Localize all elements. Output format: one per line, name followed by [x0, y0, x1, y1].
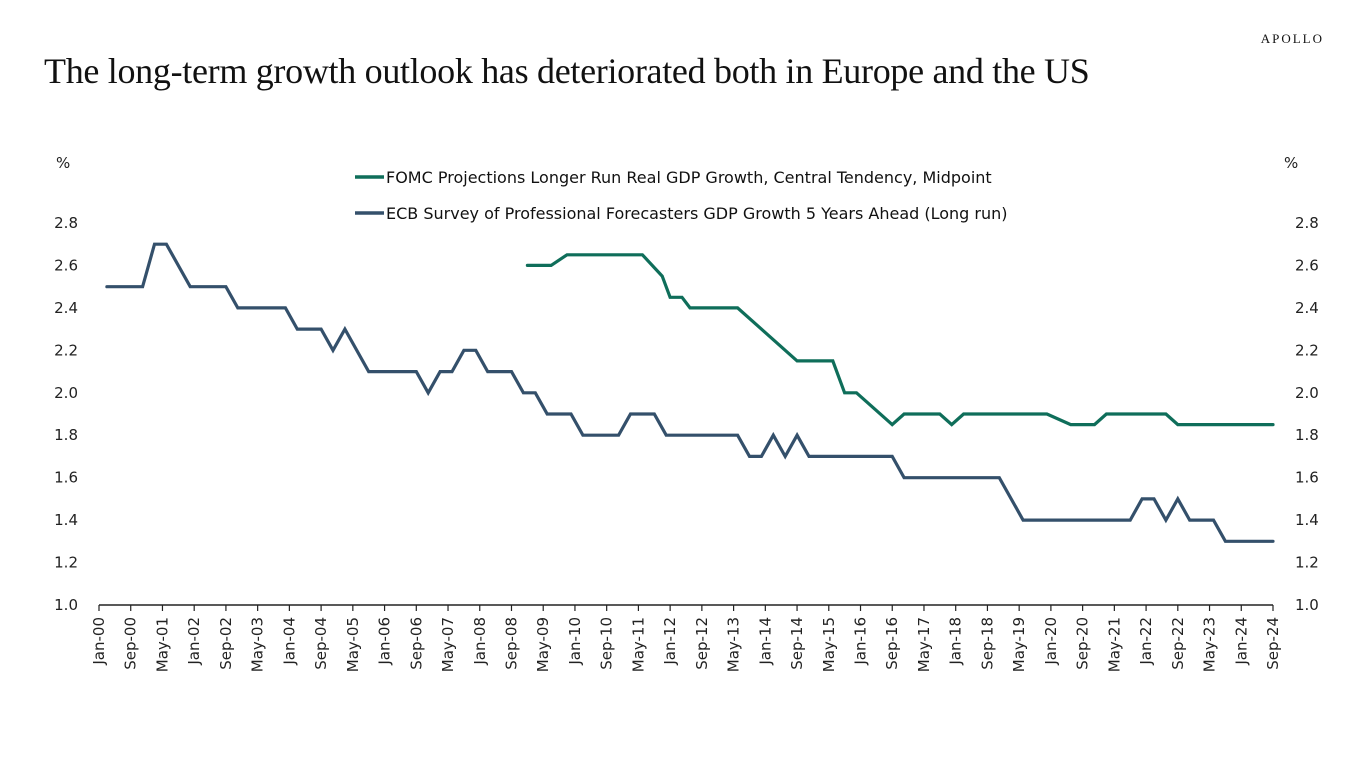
- y-tick-label-left: 1.6: [54, 469, 78, 487]
- y-axis-right: 1.0 1.2 1.4 1.6 1.8 2.0 2.2 2.4 2.6 2.8: [1295, 214, 1319, 614]
- x-tick-label: Sep-14: [788, 617, 806, 670]
- y-tick-label-left: 1.0: [54, 596, 78, 614]
- x-tick-label: Sep-18: [978, 617, 996, 670]
- x-tick-label: Sep-12: [693, 617, 711, 670]
- x-tick-label: Jan-06: [376, 617, 394, 666]
- x-tick-label: Jan-04: [280, 617, 298, 666]
- x-tick-label: Jan-18: [947, 617, 965, 666]
- x-tick-label: Jan-00: [90, 617, 108, 666]
- x-tick-label: Sep-24: [1264, 617, 1282, 670]
- y-tick-label-left: 2.6: [54, 256, 78, 274]
- y-tick-label-left: 1.4: [54, 511, 78, 529]
- x-tick-label: May-23: [1201, 617, 1219, 672]
- x-tick-label: May-07: [439, 617, 457, 672]
- x-tick-label: May-15: [820, 617, 838, 672]
- y-tick-label-left: 2.0: [54, 384, 78, 402]
- legend: FOMC Projections Longer Run Real GDP Gro…: [355, 168, 1008, 223]
- series-group: [105, 242, 1275, 543]
- x-tick-label: Sep-06: [407, 617, 425, 670]
- y-tick-label-right: 2.8: [1295, 214, 1319, 232]
- x-tick-label: May-11: [629, 617, 647, 672]
- x-tick-label: Sep-02: [217, 617, 235, 670]
- x-tick-label: Sep-22: [1169, 617, 1187, 670]
- x-tick-label: Jan-16: [852, 617, 870, 666]
- x-tick-label: Sep-20: [1074, 617, 1092, 670]
- series-line-ecb: [105, 242, 1275, 543]
- chart-title: The long-term growth outlook has deterio…: [44, 51, 1090, 91]
- x-tick-label: May-01: [153, 617, 171, 672]
- x-tick-label: Jan-24: [1232, 617, 1250, 666]
- x-tick-label: May-03: [249, 617, 267, 672]
- y-tick-label-left: 1.2: [54, 554, 78, 572]
- x-tick-label: Sep-00: [122, 617, 140, 670]
- x-tick-label: May-09: [534, 617, 552, 672]
- x-tick-label: Jan-12: [661, 617, 679, 666]
- x-tick-label: Jan-02: [185, 617, 203, 666]
- x-tick-label: Jan-20: [1042, 617, 1060, 666]
- x-axis: Jan-00 Sep-00 May-01 Jan-02 Sep-02 May-03 Jan-…: [90, 604, 1282, 672]
- y-tick-label-right: 1.8: [1295, 426, 1319, 444]
- y-tick-label-right: 1.2: [1295, 554, 1319, 572]
- y-tick-label-left: 2.8: [54, 214, 78, 232]
- y-tick-label-right: 1.0: [1295, 596, 1319, 614]
- x-tick-label: Sep-16: [883, 617, 901, 670]
- y-tick-label-left: 2.2: [54, 341, 78, 359]
- x-tick-label: Sep-08: [502, 617, 520, 670]
- legend-label-ecb: ECB Survey of Professional Forecasters G…: [386, 204, 1008, 223]
- y-axis-label-right: %: [1284, 154, 1298, 172]
- legend-label-fomc: FOMC Projections Longer Run Real GDP Gro…: [386, 168, 992, 187]
- y-tick-label-right: 2.6: [1295, 256, 1319, 274]
- x-tick-label: Jan-14: [756, 617, 774, 666]
- x-tick-label: Jan-08: [471, 617, 489, 666]
- y-axis-left: 1.0 1.2 1.4 1.6 1.8 2.0 2.2 2.4 2.6 2.8: [54, 214, 78, 614]
- y-tick-label-right: 2.4: [1295, 299, 1319, 317]
- x-tick-label: Jan-10: [566, 617, 584, 666]
- x-tick-label: May-19: [1010, 617, 1028, 672]
- y-tick-label-left: 1.8: [54, 426, 78, 444]
- x-tick-label: May-21: [1105, 617, 1123, 672]
- y-tick-label-right: 2.2: [1295, 341, 1319, 359]
- brand-logo: APOLLO: [1260, 31, 1324, 46]
- x-tick-label: May-05: [344, 617, 362, 672]
- y-tick-label-right: 1.6: [1295, 469, 1319, 487]
- x-tick-label: Sep-10: [598, 617, 616, 670]
- series-line-fomc: [525, 253, 1275, 427]
- x-tick-label: May-17: [915, 617, 933, 672]
- y-tick-label-right: 1.4: [1295, 511, 1319, 529]
- x-tick-label: May-13: [725, 617, 743, 672]
- y-tick-label-left: 2.4: [54, 299, 78, 317]
- x-tick-label: Jan-22: [1137, 617, 1155, 666]
- x-tick-label: Sep-04: [312, 617, 330, 670]
- y-tick-label-right: 2.0: [1295, 384, 1319, 402]
- y-axis-label-left: %: [56, 154, 70, 172]
